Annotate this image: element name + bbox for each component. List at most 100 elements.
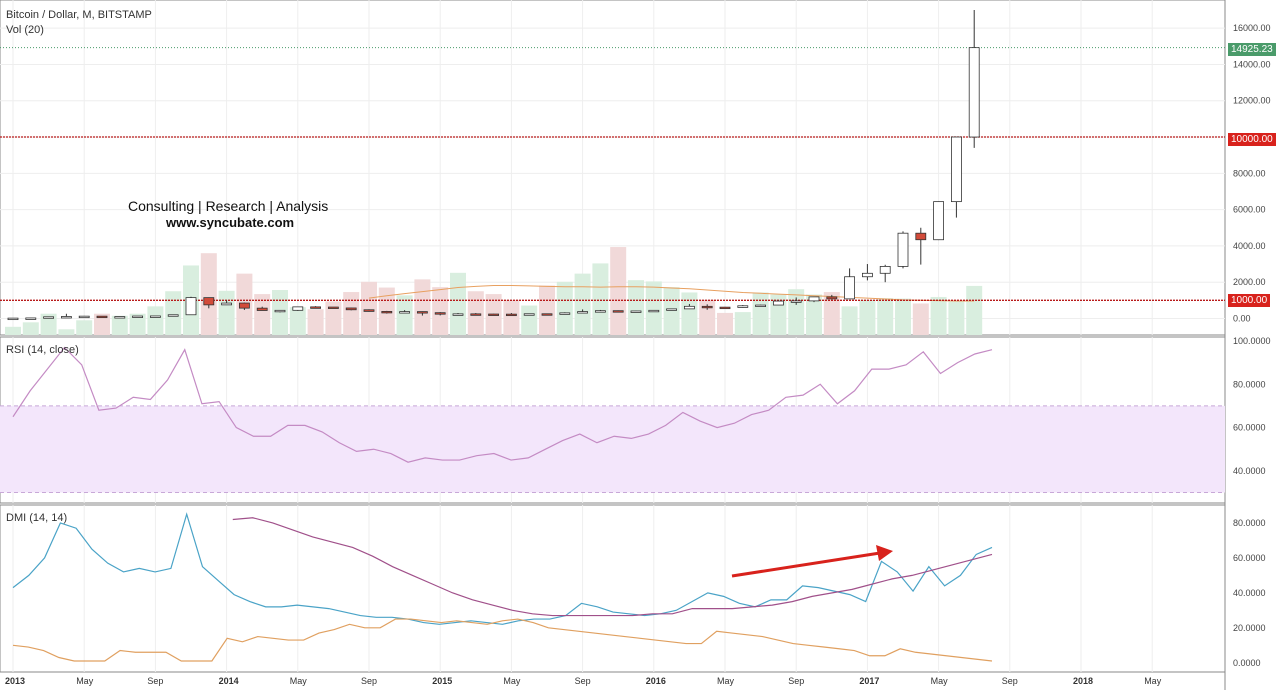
last-price-tag: 14925.23 <box>1228 43 1276 56</box>
candle-body-48 <box>862 272 873 278</box>
volume-bar-19 <box>343 292 360 335</box>
candle-body-50 <box>897 232 909 267</box>
watermark-url: www.syncubate.com <box>166 215 295 230</box>
volume-bar-50 <box>895 298 911 335</box>
rsi-tick-1: 80.0000 <box>1233 379 1266 389</box>
price-tick-4: 8000.00 <box>1233 168 1266 178</box>
volume-bar-39 <box>699 299 716 335</box>
volume-bar-32 <box>574 273 591 335</box>
candle-body-26 <box>470 313 482 316</box>
dmi-tick-4: 0.0000 <box>1233 658 1261 668</box>
volume-bar-16 <box>289 307 306 335</box>
x-tick-label-7: May <box>503 676 521 686</box>
volume-bar-2 <box>40 313 57 335</box>
rsi-tick-0: 100.0000 <box>1233 336 1271 346</box>
candle-body-51 <box>915 232 927 241</box>
candle-body-29 <box>523 313 535 316</box>
volume-bar-8 <box>147 306 164 335</box>
rsi-label: RSI (14, close) <box>6 344 79 356</box>
volume-bar-5 <box>94 313 110 335</box>
volume-bar-48 <box>859 299 876 335</box>
volume-bar-7 <box>129 313 146 335</box>
volume-bar-6 <box>111 315 128 335</box>
dmi-minus-line <box>12 618 993 662</box>
candle-body-20 <box>363 309 375 312</box>
dmi-label: DMI (14, 14) <box>6 512 68 524</box>
volume-bar-40 <box>717 312 733 335</box>
volume-ma-line <box>368 285 975 302</box>
volume-bar-31 <box>556 281 573 335</box>
price-tick-5: 6000.00 <box>1233 205 1266 215</box>
trend-arrow-shaft <box>731 551 881 578</box>
dmi-tick-0: 80.0000 <box>1233 518 1266 528</box>
x-tick-label-15: 2018 <box>1073 676 1093 686</box>
candle-body-43 <box>773 300 784 306</box>
candle-body-1 <box>25 317 37 320</box>
volume-bar-22 <box>396 295 413 335</box>
candle-body-38 <box>684 305 695 310</box>
candle-body-25 <box>452 313 464 316</box>
x-tick-label-4: May <box>290 676 308 686</box>
candle-body-14 <box>256 307 268 311</box>
dmi-tick-3: 20.0000 <box>1233 623 1266 633</box>
x-tick-label-0: 2013 <box>5 676 25 686</box>
candle-body-6 <box>114 316 126 319</box>
volume-bar-12 <box>218 290 235 335</box>
watermark-tagline: Consulting | Research | Analysis <box>128 198 329 214</box>
volume-bar-18 <box>325 301 342 335</box>
volume-bar-24 <box>432 287 449 335</box>
candle-body-24 <box>434 312 446 315</box>
x-tick-label-5: Sep <box>361 676 377 686</box>
candle-body-2 <box>43 316 54 319</box>
price-tick-2: 12000.00 <box>1233 96 1271 106</box>
x-tick-label-16: May <box>1144 676 1162 686</box>
candle-body-33 <box>595 310 606 313</box>
x-tick-label-11: Sep <box>788 676 804 686</box>
x-tick-label-8: Sep <box>575 676 591 686</box>
panel-dmi <box>0 504 1226 673</box>
candle-body-45 <box>808 296 820 302</box>
candle-body-28 <box>505 313 517 317</box>
candle-body-39 <box>701 305 713 309</box>
x-tick-label-9: 2016 <box>646 676 666 686</box>
candle-body-4 <box>78 315 90 319</box>
volume-bar-51 <box>912 303 929 335</box>
volume-bar-33 <box>592 263 609 335</box>
volume-bar-14 <box>254 294 271 335</box>
x-tick-label-10: May <box>717 676 735 686</box>
volume-bar-23 <box>414 279 431 335</box>
price-tick-1: 14000.00 <box>1233 59 1271 69</box>
candle-body-12 <box>221 302 233 306</box>
candle-body-19 <box>345 307 357 311</box>
candle-body-52 <box>933 201 944 241</box>
x-tick-label-6: 2015 <box>432 676 452 686</box>
candle-body-42 <box>755 304 766 307</box>
candle-body-11 <box>203 297 215 306</box>
rsi-band <box>0 405 1225 493</box>
volume-bar-53 <box>948 301 965 335</box>
volume-bar-41 <box>734 312 751 335</box>
candle-body-8 <box>149 315 161 318</box>
x-tick-label-3: 2014 <box>219 676 239 686</box>
x-tick-label-1: May <box>76 676 94 686</box>
trend-arrow-head <box>876 545 893 561</box>
candle-body-49 <box>879 266 891 274</box>
candle-body-36 <box>648 309 660 313</box>
volume-bar-52 <box>930 296 947 335</box>
x-tick-label-12: 2017 <box>859 676 879 686</box>
candle-body-13 <box>238 302 250 309</box>
symbol-title: Bitcoin / Dollar, M, BITSTAMP <box>6 9 152 21</box>
candle-body-32 <box>577 311 588 314</box>
candle-body-0 <box>7 317 19 321</box>
rsi-tick-2: 60.0000 <box>1233 423 1266 433</box>
volume-bar-11 <box>200 253 217 335</box>
candle-body-7 <box>132 315 144 318</box>
candle-body-46 <box>826 296 838 300</box>
volume-bar-30 <box>539 285 555 335</box>
candle-body-23 <box>416 311 428 314</box>
dmi-adx-line <box>232 517 993 617</box>
rsi-tick-3: 40.0000 <box>1233 466 1266 476</box>
volume-bar-20 <box>361 281 377 335</box>
